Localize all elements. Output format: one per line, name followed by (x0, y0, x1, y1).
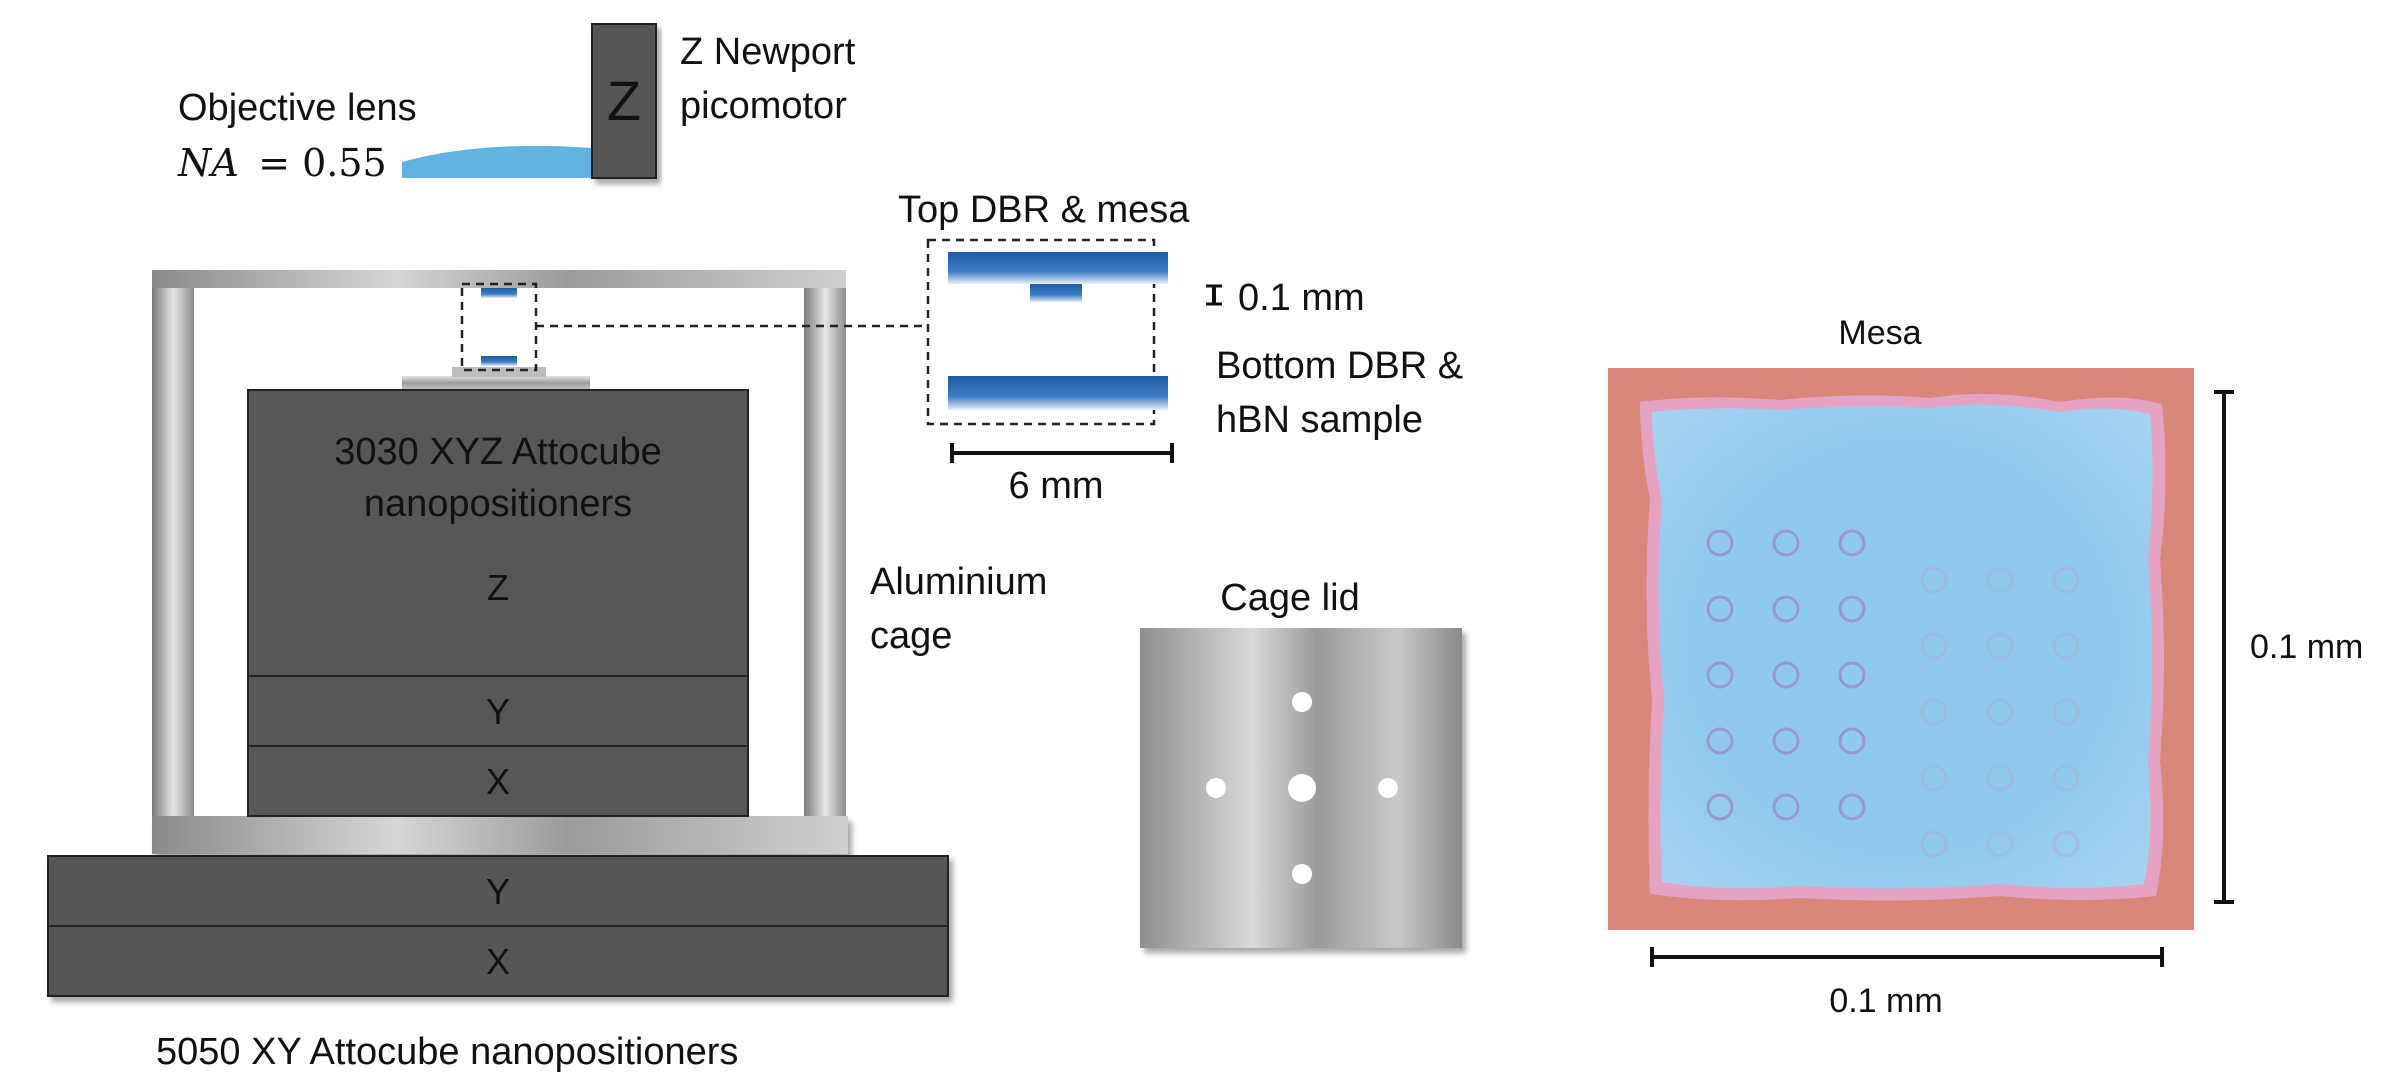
mesa-height-label: 0.1 mm (2250, 628, 2363, 666)
stage-3030-y (247, 675, 749, 747)
mesa-vertical-scale-bar (2214, 390, 2234, 904)
stage-3030-label-line2: nanopositioners (364, 483, 632, 525)
picomotor-block (591, 23, 657, 179)
inset-title: Top DBR & mesa (898, 189, 1190, 231)
na-symbol: NA (177, 141, 239, 185)
mesa-title: Mesa (1838, 314, 1921, 352)
lid-hole-center (1288, 774, 1316, 802)
inset-scale-bar (950, 443, 1174, 463)
stage-5050-y-label: Y (486, 871, 510, 912)
sample-holder (452, 367, 546, 377)
picomotor-label-line1: Z Newport (680, 31, 856, 73)
numerical-aperture-label: NA = 0.55 (177, 141, 387, 185)
gap-label: 0.1 mm (1238, 277, 1365, 319)
mesa-wells-right (1920, 566, 2080, 858)
stage-5050 (47, 855, 949, 997)
top-dbr (948, 252, 1168, 284)
small-top-dbr (481, 288, 517, 298)
aluminium-cage (152, 270, 848, 854)
bottom-dbr-label-line2: hBN sample (1216, 399, 1423, 441)
objective-lens-shape (402, 145, 592, 178)
stage-3030-y-label: Y (486, 691, 510, 732)
bottom-dbr-label-line1: Bottom DBR & (1216, 345, 1463, 387)
lid-hole-top (1292, 692, 1312, 712)
na-value: = 0.55 (258, 141, 387, 185)
stage-5050-caption: 5050 XY Attocube nanopositioners (156, 1031, 738, 1073)
stage-3030-z-label: Z (487, 567, 509, 608)
stage-3030-x (247, 745, 749, 817)
mesa-wells-left (1706, 529, 1866, 821)
stage-3030-x-label: X (486, 761, 510, 802)
mesa-micrograph (1608, 368, 2194, 930)
gap-marker (1206, 284, 1222, 306)
stage-5050-x-label: X (486, 941, 510, 982)
cage-right-pillar (804, 288, 846, 816)
stage-3030-label-line1: 3030 XYZ Attocube (334, 431, 661, 473)
cage-base-plate (152, 816, 848, 854)
stage-5050-x (47, 925, 949, 997)
picomotor-letter: Z (607, 69, 641, 132)
stage-3030-z (247, 389, 749, 677)
cage-left-pillar (152, 288, 194, 816)
sample-mount (402, 376, 590, 390)
mesa-horizontal-scale-bar (1650, 947, 2164, 967)
cage-top-bar (152, 270, 846, 288)
picomotor-label-line2: picomotor (680, 85, 847, 127)
cage-lid-title: Cage lid (1220, 577, 1359, 619)
mesa-block (1030, 284, 1082, 302)
small-bottom-dbr (481, 356, 517, 366)
lid-hole-bottom (1292, 864, 1312, 884)
mesa-surface (1652, 404, 2153, 889)
bottom-dbr (948, 376, 1168, 410)
inset-box (926, 238, 1156, 426)
stage-3030 (247, 389, 749, 817)
mesa-width-label: 0.1 mm (1829, 982, 1942, 1020)
lid-hole-left (1206, 778, 1226, 798)
lid-hole-right (1378, 778, 1398, 798)
objective-lens-label: Objective lens (178, 87, 417, 129)
inset-scale-label: 6 mm (1009, 465, 1104, 507)
cage-label-line2: cage (870, 615, 952, 657)
cage-label-line1: Aluminium (870, 561, 1047, 603)
